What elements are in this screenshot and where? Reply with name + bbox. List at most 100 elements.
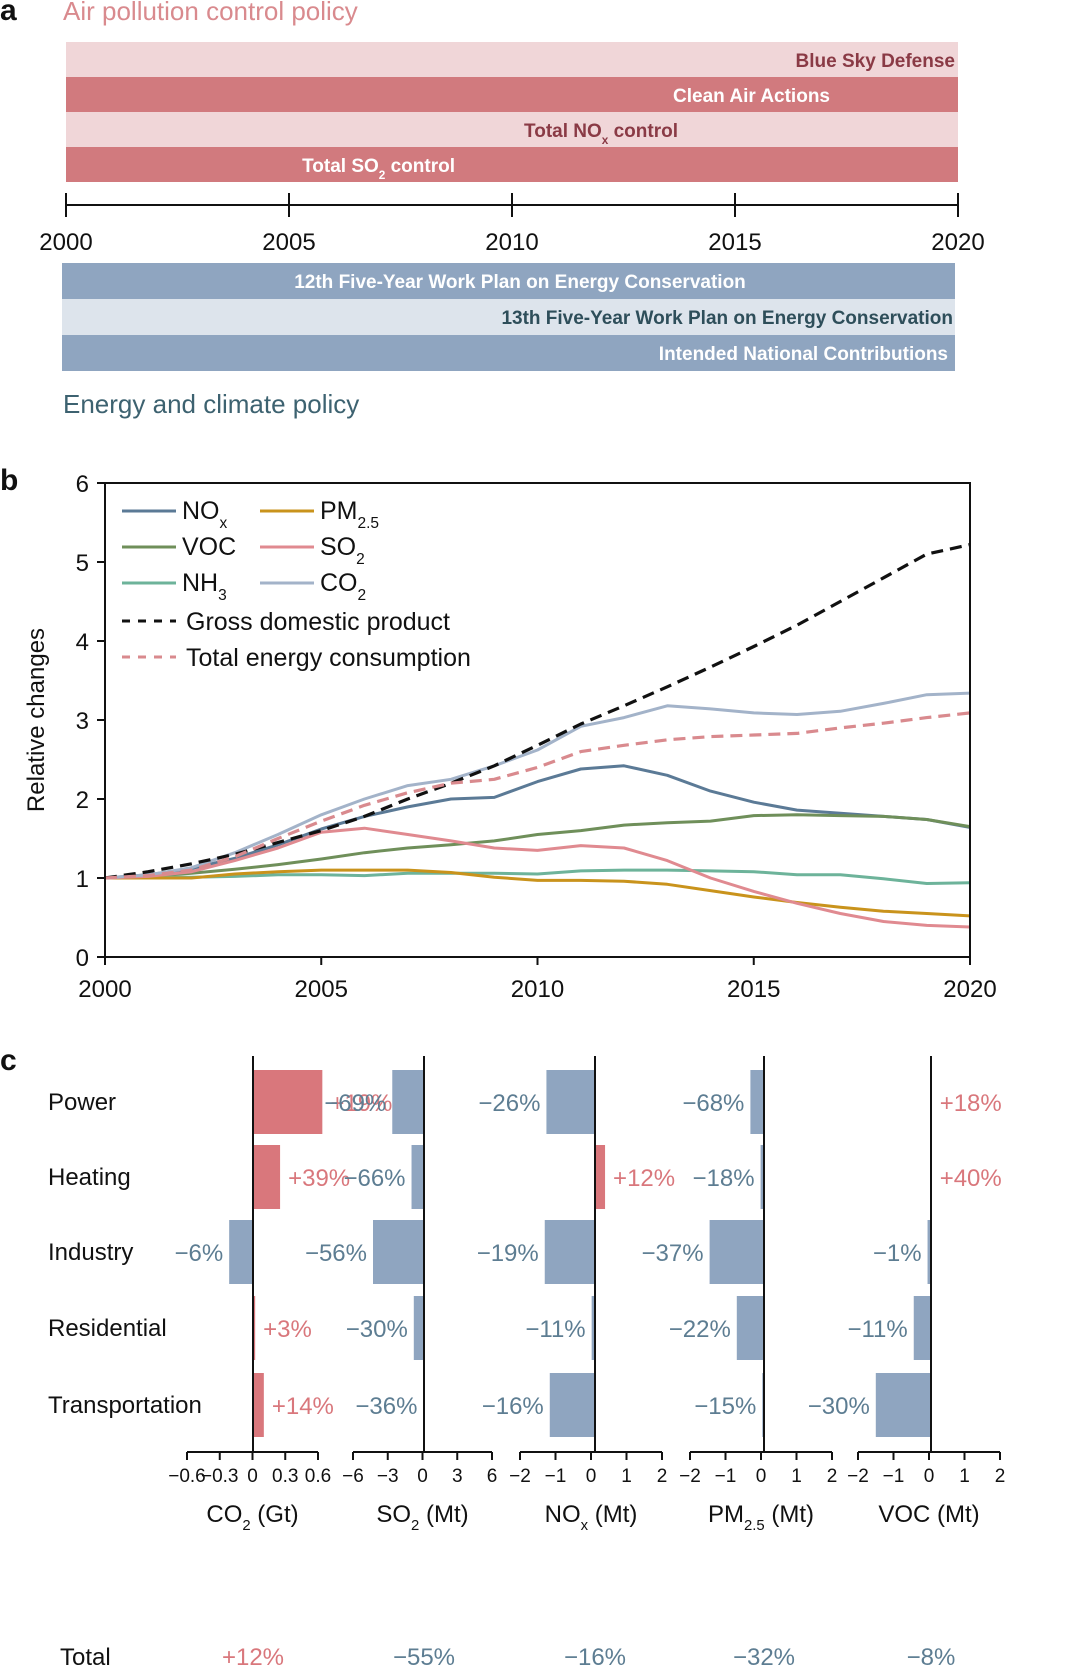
panel-b-line-chart: b Relative changes 0 1 2 3 4 5 6 2000 2005 2010 20… bbox=[0, 464, 997, 1003]
bar-label: +39% bbox=[288, 1165, 350, 1192]
bar bbox=[373, 1220, 424, 1284]
bar-label: −30% bbox=[808, 1393, 870, 1420]
bar-label: −30% bbox=[346, 1316, 408, 1343]
sector-label: Power bbox=[48, 1089, 116, 1116]
series-line-total-energy-consumption bbox=[104, 711, 971, 880]
bar-label: −56% bbox=[305, 1240, 367, 1267]
x-tick-label: −0.3 bbox=[201, 1466, 239, 1487]
bar-label: −11% bbox=[525, 1316, 585, 1343]
bar-label: +12% bbox=[613, 1165, 675, 1192]
x-axis-title: CO2 (Gt) bbox=[206, 1501, 298, 1534]
x-tick-label: 1 bbox=[959, 1466, 970, 1487]
x-tick-label: 6 bbox=[487, 1466, 498, 1487]
legend-label: Gross domestic product bbox=[186, 608, 450, 636]
sector-label: Transportation bbox=[48, 1392, 202, 1419]
x-tick-label: −1 bbox=[883, 1466, 905, 1487]
bar-label: −26% bbox=[478, 1090, 540, 1117]
total-value: −55% bbox=[393, 1644, 455, 1668]
energy-policy-bar bbox=[62, 335, 955, 371]
series-line-voc bbox=[104, 813, 971, 880]
bar bbox=[595, 1145, 606, 1209]
x-tick-label: 2010 bbox=[511, 976, 564, 1003]
y-tick-label: 4 bbox=[76, 629, 89, 656]
bar-label: −22% bbox=[669, 1316, 731, 1343]
bar-label: −36% bbox=[355, 1393, 417, 1420]
series-line-pm2-5 bbox=[105, 868, 971, 918]
x-tick-label: −2 bbox=[679, 1466, 701, 1487]
x-axis-title: NOx (Mt) bbox=[545, 1501, 638, 1534]
bar-label: +19% bbox=[330, 1090, 392, 1117]
subplot-co2: +19% +39% −6% +3% +14% −0.6−0.3 0 0.3 0.6 CO2 (Gt… bbox=[168, 1056, 392, 1668]
x-axis-title: SO2 (Mt) bbox=[376, 1501, 468, 1534]
x-tick-label: 0 bbox=[417, 1466, 428, 1487]
x-tick-label: 0 bbox=[924, 1466, 935, 1487]
x-axis-title: VOC (Mt) bbox=[878, 1501, 979, 1528]
x-tick-label: 2015 bbox=[727, 976, 780, 1003]
bar bbox=[875, 1373, 931, 1437]
legend-label: PM2.5 bbox=[320, 497, 379, 532]
air-policy-bar bbox=[66, 112, 958, 147]
energy-policy-title: Energy and climate policy bbox=[63, 389, 359, 419]
bar bbox=[411, 1145, 424, 1209]
y-tick-label: 0 bbox=[76, 945, 89, 972]
x-tick-label: −2 bbox=[847, 1466, 869, 1487]
y-tick-label: 3 bbox=[76, 708, 89, 735]
air-policy-bar bbox=[66, 42, 958, 77]
total-label: Total bbox=[60, 1644, 111, 1668]
x-tick-label: 2 bbox=[657, 1466, 668, 1487]
legend-label: SO2 bbox=[320, 533, 365, 568]
air-policy-title: Air pollution control policy bbox=[63, 0, 358, 26]
legend-label: NH3 bbox=[182, 569, 227, 604]
bar bbox=[544, 1220, 595, 1284]
bar bbox=[709, 1220, 764, 1284]
bar-label: −69% bbox=[324, 1090, 386, 1117]
x-tick-label: 3 bbox=[452, 1466, 463, 1487]
bar bbox=[253, 1070, 323, 1134]
x-tick-label: −6 bbox=[342, 1466, 364, 1487]
x-tick-label: 0.6 bbox=[305, 1466, 331, 1487]
x-tick-label: 2 bbox=[995, 1466, 1006, 1487]
bar-label: −37% bbox=[642, 1240, 704, 1267]
sector-subplots: +19% +39% −6% +3% +14% −0.6−0.3 0 0.3 0.6 CO2 (Gt… bbox=[168, 1056, 1005, 1668]
bar-label: −68% bbox=[682, 1090, 744, 1117]
energy-policy-bar bbox=[62, 263, 955, 299]
bar-label: +40% bbox=[940, 1165, 1002, 1192]
x-tick-label: 0 bbox=[756, 1466, 767, 1487]
x-tick-label: −1 bbox=[545, 1466, 567, 1487]
bar bbox=[591, 1296, 595, 1360]
air-policy-bar bbox=[66, 147, 958, 182]
subplot-pm25: −68% −18% −37% −22% −15% −2 −1 0 1 2 PM2.5 (Mt) −32… bbox=[642, 1056, 838, 1668]
air-policy-label: Total SO2 control bbox=[302, 156, 455, 182]
bar bbox=[546, 1070, 595, 1134]
subplot-nox: −26% +12% −19% −11% −16% −2 −1 0 1 2 NOx (Mt) −16% bbox=[477, 1056, 675, 1668]
bar-label: −6% bbox=[174, 1240, 223, 1267]
bar bbox=[750, 1070, 764, 1134]
timeline-tick-label: 2000 bbox=[39, 229, 92, 256]
bar bbox=[253, 1296, 256, 1360]
y-tick-label: 6 bbox=[76, 471, 89, 498]
total-value: −8% bbox=[907, 1644, 956, 1668]
energy-policy-label: 13th Five-Year Work Plan on Energy Conse… bbox=[501, 308, 953, 329]
air-policy-label: Clean Air Actions bbox=[673, 86, 830, 107]
timeline-tick-label: 2015 bbox=[708, 229, 761, 256]
series-line-nh3 bbox=[104, 868, 971, 885]
bar bbox=[253, 1373, 264, 1437]
bar-label: −11% bbox=[847, 1316, 907, 1343]
bar bbox=[927, 1220, 931, 1284]
panel-a-letter: a bbox=[0, 0, 17, 27]
air-policy-label: Blue Sky Defense bbox=[796, 51, 955, 72]
total-value: −32% bbox=[733, 1644, 795, 1668]
timeline-tick-label: 2020 bbox=[931, 229, 984, 256]
panel-a-policy-timeline: a Air pollution control policy Blue Sky … bbox=[0, 0, 985, 419]
y-tick-label: 5 bbox=[76, 550, 89, 577]
x-tick-label: 2 bbox=[827, 1466, 838, 1487]
legend-label: Total energy consumption bbox=[186, 644, 471, 672]
x-tick-label: 0 bbox=[247, 1466, 258, 1487]
sector-label: Residential bbox=[48, 1315, 167, 1342]
bar bbox=[229, 1220, 253, 1284]
y-tick-label: 2 bbox=[76, 787, 89, 814]
legend-label: VOC bbox=[182, 533, 236, 561]
x-axis-title: PM2.5 (Mt) bbox=[708, 1501, 814, 1534]
